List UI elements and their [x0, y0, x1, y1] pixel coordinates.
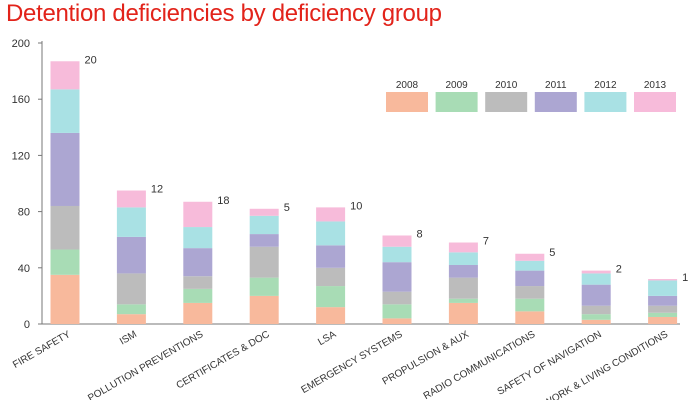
bar-segment-2008 [382, 318, 412, 324]
data-label: 12 [151, 184, 163, 196]
data-label: 8 [417, 228, 423, 240]
legend-label: 2009 [445, 80, 468, 91]
bar-segment-2013 [515, 253, 545, 261]
data-label: 10 [350, 200, 362, 212]
x-tick-label: LSA [316, 329, 338, 348]
bar-segment-2010 [382, 291, 412, 305]
legend-label: 2011 [545, 80, 567, 91]
bar-segment-2008 [183, 302, 213, 324]
bar-segment-2013 [316, 207, 346, 222]
legend-label: 2008 [396, 80, 419, 91]
legend-swatch-2012 [584, 92, 627, 112]
bar-segment-2008 [515, 311, 545, 324]
data-label: 1 [682, 272, 688, 284]
bar-segment-2011 [249, 234, 279, 247]
data-label: 5 [284, 202, 290, 214]
bar-segment-2012 [648, 280, 678, 296]
bar-segment-2011 [581, 284, 611, 306]
bar-segment-2010 [316, 267, 346, 287]
x-tick-label: FIRE SAFETY [11, 329, 73, 371]
data-label: 7 [483, 236, 489, 248]
bar-segment-2008 [116, 314, 146, 324]
bar-segment-2013 [249, 208, 279, 216]
bar-segment-2011 [515, 270, 545, 287]
y-tick-label: 80 [18, 207, 30, 219]
bar-segment-2009 [382, 304, 412, 319]
y-tick-label: 120 [12, 150, 30, 162]
chart-title: Detention deficiencies by deficiency gro… [6, 0, 442, 27]
bar-segment-2008 [249, 295, 279, 324]
bar-segment-2009 [116, 304, 146, 315]
bar-segment-2011 [448, 264, 478, 278]
data-label: 18 [217, 195, 229, 207]
bar-segment-2011 [116, 236, 146, 274]
x-tick-label: ISM [118, 329, 139, 347]
bar-segment-2009 [183, 288, 213, 303]
bar-segment-2010 [581, 305, 611, 315]
legend-swatch-2013 [634, 92, 676, 112]
bar-segment-2013 [581, 270, 611, 274]
bar-segment-2008 [448, 302, 478, 324]
legend-label: 2012 [594, 80, 617, 91]
bar-segment-2012 [581, 273, 611, 285]
bar-segment-2009 [648, 312, 678, 317]
bar-segment-2009 [515, 298, 545, 312]
bar-segment-2010 [448, 277, 478, 299]
bar-segment-2011 [316, 245, 346, 268]
y-tick-label: 40 [18, 263, 30, 275]
bar-segment-2010 [50, 205, 80, 250]
x-tick-label: SAFETY OF NAVIGATION [496, 329, 604, 398]
bar-segment-2012 [382, 246, 412, 263]
bar-segment-2012 [448, 252, 478, 265]
x-tick-label: POLLUTION PREVENTIONS [86, 329, 205, 400]
bar-segment-2012 [515, 260, 545, 271]
bar-segment-2013 [382, 235, 412, 247]
bar-segment-2008 [581, 319, 611, 324]
x-tick-label: EMERGENCY SYSTEMS [300, 329, 405, 396]
bar-segment-2009 [316, 286, 346, 308]
bar-segment-2012 [50, 89, 80, 133]
bar-segment-2008 [50, 274, 80, 324]
bar-segment-2010 [183, 276, 213, 289]
bar-segment-2013 [448, 242, 478, 253]
legend-swatch-2008 [386, 92, 428, 112]
bar-segment-2012 [116, 207, 146, 237]
bar-segment-2013 [50, 61, 80, 90]
legend-label: 2010 [495, 80, 518, 91]
legend-swatch-2010 [485, 92, 528, 112]
bar-segment-2010 [116, 273, 146, 305]
bar-segment-2009 [448, 298, 478, 303]
legend-swatch-2009 [435, 92, 478, 112]
data-label: 2 [616, 264, 622, 276]
bar-segment-2009 [249, 277, 279, 296]
legend-label: 2013 [644, 80, 667, 91]
bar-segment-2012 [183, 227, 213, 249]
bar-segment-2011 [648, 295, 678, 306]
bar-segment-2012 [316, 221, 346, 246]
x-tick-label: WORK & LIVING CONDITIONS [542, 329, 670, 400]
bar-segment-2011 [50, 132, 80, 206]
bar-segment-2010 [249, 246, 279, 278]
bar-segment-2009 [50, 249, 80, 275]
bar-segment-2010 [648, 305, 678, 313]
bar-segment-2010 [515, 286, 545, 299]
bar-segment-2009 [581, 314, 611, 320]
data-label: 20 [85, 54, 97, 66]
bar-segment-2011 [183, 248, 213, 277]
bar-segment-2008 [316, 307, 346, 324]
bar-segment-2012 [249, 215, 279, 235]
y-tick-label: 0 [24, 319, 30, 331]
bar-segment-2008 [648, 316, 678, 324]
bar-segment-2011 [382, 262, 412, 292]
y-tick-label: 160 [12, 94, 30, 106]
y-tick-label: 200 [12, 38, 30, 50]
legend-swatch-2011 [534, 92, 577, 112]
bar-segment-2013 [648, 279, 678, 281]
data-label: 5 [549, 247, 555, 259]
bar-segment-2013 [116, 190, 146, 208]
bar-segment-2013 [183, 201, 213, 228]
x-tick-label: RADIO COMMUNICATIONS [422, 329, 538, 400]
